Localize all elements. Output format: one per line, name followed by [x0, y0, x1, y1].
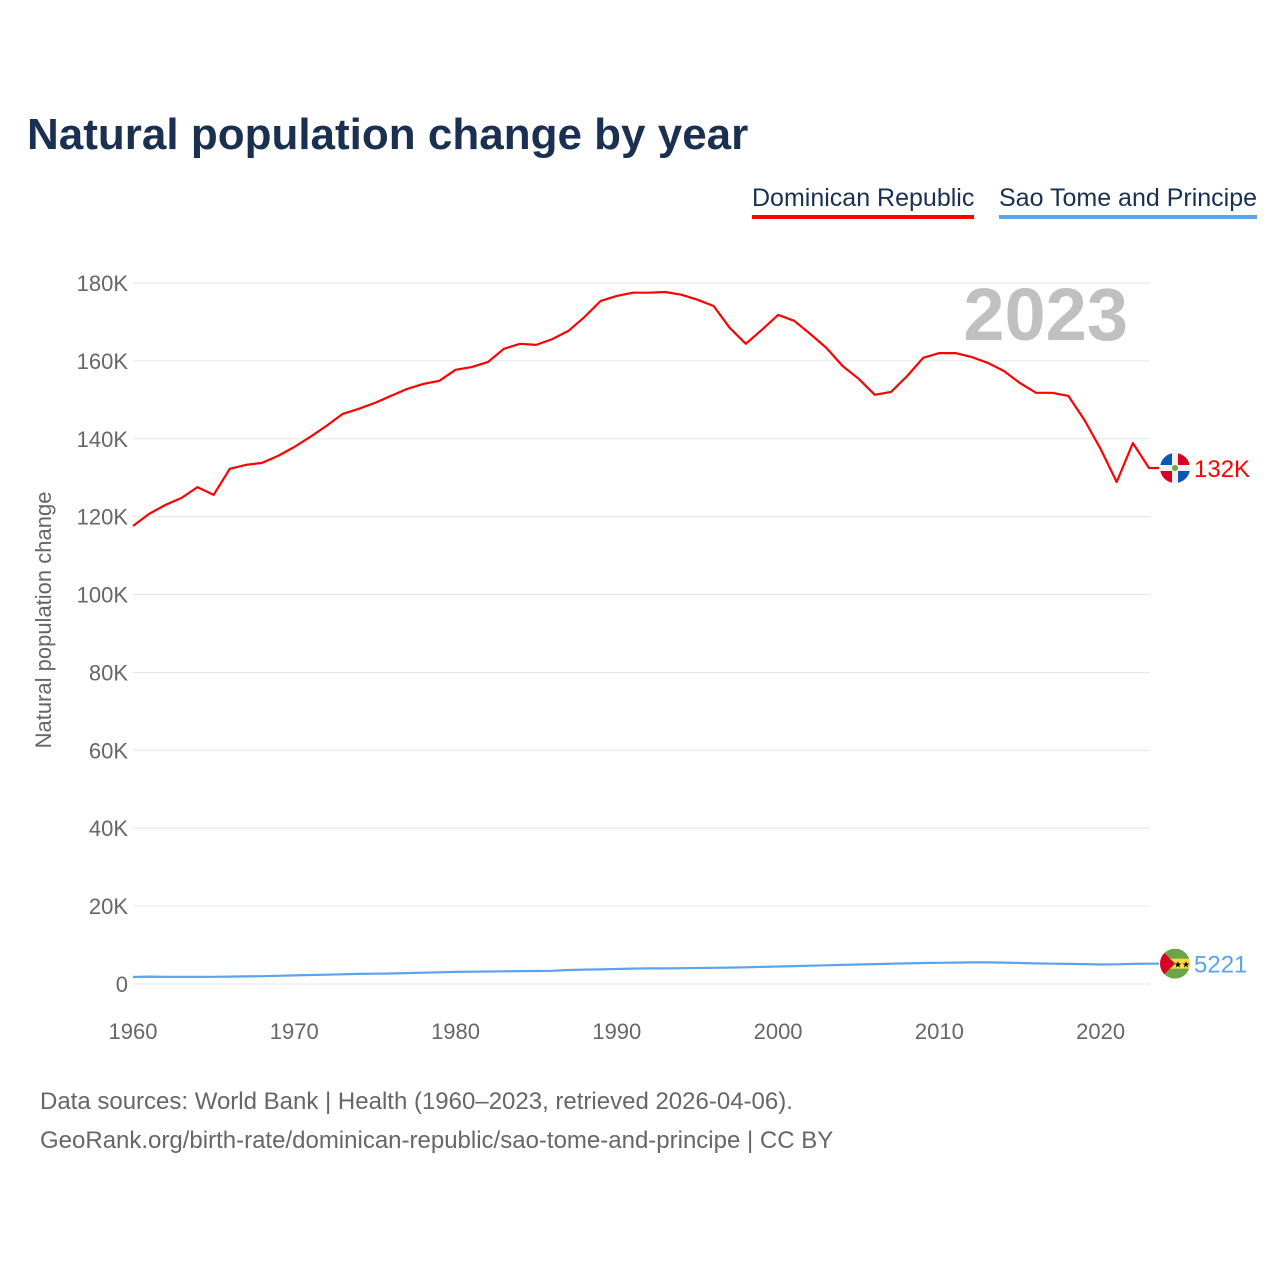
flag-q3 [1160, 470, 1172, 483]
x-tick-label: 2020 [1076, 1019, 1125, 1044]
flag-q4 [1178, 470, 1190, 483]
flag-stars: ★★ [1174, 960, 1190, 970]
x-tick-label: 2010 [915, 1019, 964, 1044]
y-tick-label: 20K [89, 894, 128, 919]
chart-title: Natural population change by year [27, 110, 749, 159]
y-tick-label: 140K [77, 427, 129, 452]
footer-sources: Data sources: World Bank | Health (1960–… [40, 1088, 793, 1115]
flag-emblem [1172, 464, 1178, 471]
flag-q1 [1160, 452, 1172, 465]
series-line-1 [132, 961, 1159, 979]
dominican-republic-flag-icon [1160, 452, 1190, 483]
x-tick-label: 1970 [270, 1019, 319, 1044]
y-axis-label: Natural population change [31, 492, 56, 749]
legend-dominican-republic[interactable]: Dominican Republic [752, 184, 975, 219]
flag-q2 [1178, 452, 1190, 465]
y-tick-label: 120K [77, 505, 129, 530]
y-tick-label: 80K [89, 660, 128, 685]
y-tick-label: 40K [89, 816, 128, 841]
x-tick-label: 1990 [592, 1019, 641, 1044]
y-tick-label: 100K [77, 583, 129, 608]
x-tick-label: 1980 [431, 1019, 480, 1044]
y-tick-label: 160K [77, 349, 129, 374]
line-chart: 0 20K 40K 60K 80K 100K 120K 140K 160K 180K 1960 197… [31, 271, 1250, 1044]
flag-triangle [1160, 948, 1175, 979]
x-tick-label: 2000 [754, 1019, 803, 1044]
sao-tome-flag-icon: ★★ [1160, 948, 1190, 979]
series-line-0 [132, 290, 1159, 527]
end-value-label: 5221 [1194, 952, 1247, 979]
y-tick-label: 180K [77, 271, 129, 296]
footer-url[interactable]: GeoRank.org/birth-rate/dominican-republi… [40, 1127, 834, 1154]
y-tick-label: 60K [89, 738, 128, 763]
flag-body [1160, 452, 1190, 483]
y-tick-label: 0 [116, 972, 128, 997]
year-watermark: 2023 [963, 273, 1128, 356]
flag-body: ★★ [1160, 948, 1190, 979]
end-value-label: 132K [1194, 456, 1250, 483]
legend-sao-tome-and-principe[interactable]: Sao Tome and Principe [999, 184, 1258, 219]
x-tick-label: 1960 [109, 1019, 158, 1044]
